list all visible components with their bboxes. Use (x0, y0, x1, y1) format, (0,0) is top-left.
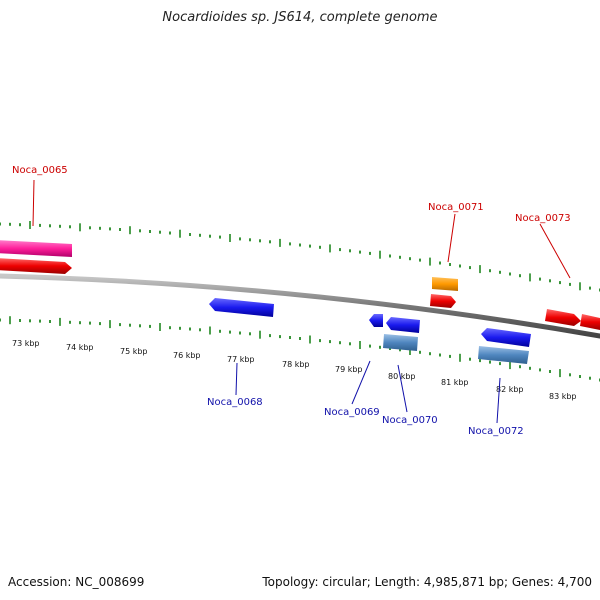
scale-label: 77 kbp (227, 355, 255, 364)
scale-label: 78 kbp (282, 360, 310, 369)
accession-text: Accession: NC_008699 (8, 575, 145, 589)
gene-label-noca-0068[interactable]: Noca_0068 (207, 397, 263, 408)
gene-label-noca-0071[interactable]: Noca_0071 (428, 202, 484, 213)
label-leaders (32, 179, 571, 424)
scale-label: 79 kbp (335, 365, 363, 374)
scale-label: 74 kbp (66, 343, 94, 352)
gene-box-noca-0070-steel[interactable] (383, 334, 418, 351)
gene-label-noca-0073[interactable]: Noca_0073 (515, 213, 571, 224)
gene-arrow-noca-0064[interactable] (0, 240, 72, 257)
gene-box-noca-0072-steel[interactable] (478, 346, 529, 364)
scale-label: 83 kbp (549, 392, 577, 401)
scale-label: 76 kbp (173, 351, 201, 360)
gene-labels: Noca_0065 Noca_0071 Noca_0073 Noca_0068 … (12, 165, 571, 437)
gene-label-noca-0070[interactable]: Noca_0070 (382, 415, 438, 426)
genome-summary-text: Topology: circular; Length: 4,985,871 bp… (262, 575, 592, 589)
map-title: Nocardioides sp. JS614, complete genome (162, 10, 438, 25)
scale-label: 73 kbp (12, 339, 40, 348)
gene-arrow-noca-0074[interactable] (580, 314, 600, 330)
inner-scale (0, 316, 600, 382)
gene-arrow-noca-0071[interactable] (430, 294, 456, 308)
gene-label-noca-0069[interactable]: Noca_0069 (324, 407, 380, 418)
scale-label: 81 kbp (441, 378, 469, 387)
gene-arrow-noca-0073[interactable] (545, 309, 581, 326)
scale-label: 80 kbp (388, 372, 416, 381)
gene-arrow-noca-0072[interactable] (481, 328, 531, 347)
scale-labels: 73 kbp 74 kbp 75 kbp 76 kbp 77 kbp 78 kbp 79 k… (12, 339, 577, 401)
gene-arrow-noca-0070[interactable] (386, 317, 420, 333)
scale-label: 82 kbp (496, 385, 524, 394)
gene-label-noca-0072[interactable]: Noca_0072 (468, 426, 524, 437)
gene-arrow-noca-0068[interactable] (209, 298, 274, 317)
reverse-genes (209, 298, 531, 364)
scale-label: 75 kbp (120, 347, 148, 356)
outer-scale (0, 221, 600, 292)
gene-label-noca-0065[interactable]: Noca_0065 (12, 165, 68, 176)
genome-backbone (0, 273, 600, 339)
forward-genes (0, 240, 600, 330)
gene-arrow-noca-0065[interactable] (0, 258, 72, 274)
gene-box-noca-0071-orange[interactable] (432, 277, 458, 291)
gene-arrow-noca-0069[interactable] (369, 314, 383, 327)
